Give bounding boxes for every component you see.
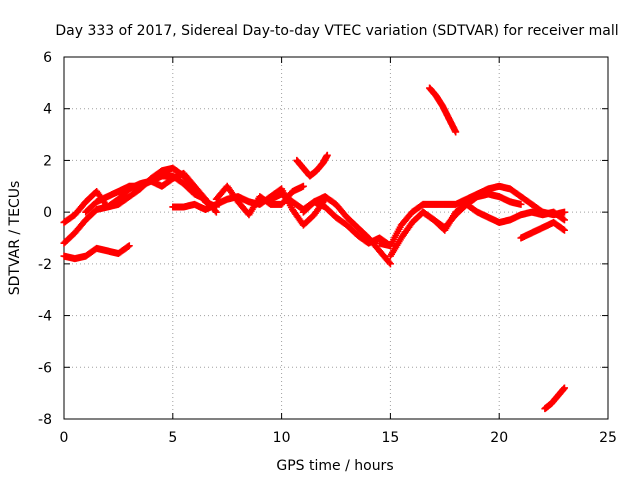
y-tick-label: -4	[38, 309, 52, 325]
ticks: 0 5 10 15 20 25 -8 -6 -4 -2 0 2 4 6	[38, 50, 617, 446]
data-point	[386, 260, 394, 268]
data-points	[60, 84, 568, 413]
y-tick-label: 2	[43, 153, 52, 169]
y-tick-label: 0	[43, 205, 52, 221]
data-point	[452, 128, 460, 136]
chart-title: Day 333 of 2017, Sidereal Day-to-day VTE…	[55, 23, 618, 39]
y-tick-label: 6	[43, 50, 52, 66]
x-axis-label: GPS time / hours	[276, 458, 393, 474]
x-tick-label: 15	[381, 430, 399, 446]
data-point	[560, 384, 568, 392]
series-arc4	[82, 172, 220, 216]
series-arc9	[293, 151, 331, 180]
data-point	[560, 216, 568, 224]
x-tick-label: 10	[273, 430, 291, 446]
x-tick-label: 0	[60, 430, 69, 446]
data-point	[212, 208, 220, 216]
y-tick-label: -6	[38, 360, 52, 376]
x-tick-label: 5	[168, 430, 177, 446]
y-tick-label: -2	[38, 257, 52, 273]
data-point	[517, 200, 525, 208]
data-point	[323, 151, 331, 159]
data-point	[125, 242, 133, 250]
x-tick-label: 25	[599, 430, 617, 446]
series-arc15	[541, 384, 568, 413]
grid	[64, 57, 608, 419]
data-point	[385, 259, 393, 267]
data-point	[560, 226, 568, 234]
y-axis-label: SDTVAR / TECUs	[7, 181, 23, 296]
series-arc3	[60, 242, 133, 263]
y-tick-label: 4	[43, 102, 52, 118]
data-point	[211, 207, 219, 215]
data-point	[560, 208, 568, 216]
series-arc13	[517, 218, 568, 242]
series-arc7	[267, 190, 394, 268]
series-arc14	[426, 84, 460, 136]
series-arc12	[419, 200, 568, 234]
y-tick-label: -8	[38, 412, 52, 428]
x-tick-label: 20	[490, 430, 508, 446]
data-point	[299, 182, 307, 190]
plot-border	[63, 56, 609, 420]
